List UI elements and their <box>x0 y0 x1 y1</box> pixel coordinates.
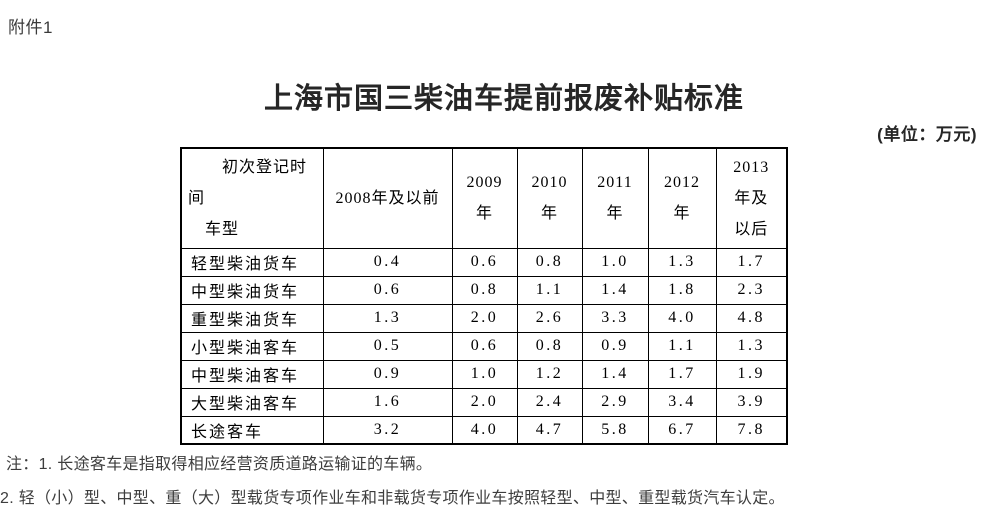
table-row: 小型柴油客车 0.5 0.6 0.8 0.9 1.1 1.3 <box>180 331 788 361</box>
note-line: 注：1. 长途客车是指取得相应经营资质道路运输证的车辆。 <box>6 456 433 473</box>
subsidy-value-cell: 1.2 <box>516 359 583 389</box>
table-row: 中型柴油客车 0.9 1.0 1.2 1.4 1.7 1.9 <box>180 359 788 389</box>
vehicle-type-cell: 小型柴油客车 <box>180 331 324 361</box>
subsidy-table: 初次登记时 间 车型 2008年及以前 2009 年 2010 年 2011 年… <box>180 147 788 445</box>
subsidy-value-cell: 2.3 <box>715 275 788 305</box>
year-column-header-2009: 2009 年 <box>451 147 518 249</box>
year-column-header-2011: 2011 年 <box>581 147 649 249</box>
vehicle-type-cell: 中型柴油货车 <box>180 275 324 305</box>
subsidy-value-cell: 1.6 <box>322 387 453 417</box>
vehicle-type-cell: 轻型柴油货车 <box>180 247 324 277</box>
subsidy-value-cell: 1.0 <box>451 359 518 389</box>
subsidy-value-cell: 2.6 <box>516 303 583 333</box>
subsidy-value-cell: 0.8 <box>516 247 583 277</box>
unit-label: (单位：万元) <box>877 125 977 144</box>
subsidy-value-cell: 0.6 <box>322 275 453 305</box>
subsidy-value-cell: 1.1 <box>647 331 717 361</box>
table-row: 重型柴油货车 1.3 2.0 2.6 3.3 4.0 4.8 <box>180 303 788 333</box>
year-column-header-2012: 2012 年 <box>647 147 717 249</box>
subsidy-value-cell: 3.3 <box>581 303 649 333</box>
table-row: 轻型柴油货车 0.4 0.6 0.8 1.0 1.3 1.7 <box>180 247 788 277</box>
subsidy-value-cell: 0.8 <box>516 331 583 361</box>
subsidy-value-cell: 2.0 <box>451 387 518 417</box>
document-title: 上海市国三柴油车提前报废补贴标准 <box>263 83 744 115</box>
table-row: 中型柴油货车 0.6 0.8 1.1 1.4 1.8 2.3 <box>180 275 788 305</box>
vehicle-type-cell: 长途客车 <box>180 415 324 445</box>
subsidy-value-cell: 1.7 <box>715 247 788 277</box>
subsidy-value-cell: 1.3 <box>647 247 717 277</box>
subsidy-value-cell: 3.2 <box>322 415 453 445</box>
table-row: 长途客车 3.2 4.0 4.7 5.8 6.7 7.8 <box>180 415 788 445</box>
subsidy-value-cell: 1.7 <box>647 359 717 389</box>
subsidy-value-cell: 0.4 <box>322 247 453 277</box>
subsidy-value-cell: 4.8 <box>715 303 788 333</box>
table-corner-header: 初次登记时 间 车型 <box>180 147 324 249</box>
table-row: 大型柴油客车 1.6 2.0 2.4 2.9 3.4 3.9 <box>180 387 788 417</box>
subsidy-value-cell: 1.3 <box>715 331 788 361</box>
subsidy-value-cell: 6.7 <box>647 415 717 445</box>
table-header: 初次登记时 间 车型 2008年及以前 2009 年 2010 年 2011 年… <box>180 147 788 249</box>
subsidy-value-cell: 2.9 <box>581 387 649 417</box>
year-column-header-2008: 2008年及以前 <box>322 147 453 249</box>
vehicle-type-cell: 大型柴油客车 <box>180 387 324 417</box>
subsidy-value-cell: 1.0 <box>581 247 649 277</box>
subsidy-value-cell: 1.8 <box>647 275 717 305</box>
subsidy-value-cell: 1.1 <box>516 275 583 305</box>
vehicle-type-cell: 重型柴油货车 <box>180 303 324 333</box>
subsidy-value-cell: 0.6 <box>451 331 518 361</box>
subsidy-value-cell: 0.6 <box>451 247 518 277</box>
table-body: 轻型柴油货车 0.4 0.6 0.8 1.0 1.3 1.7 中型柴油货车 0.6 0.8 1.1 1… <box>180 247 788 445</box>
header-row: 初次登记时 间 车型 2008年及以前 2009 年 2010 年 2011 年… <box>180 147 788 249</box>
subsidy-value-cell: 0.9 <box>322 359 453 389</box>
subsidy-value-cell: 1.4 <box>581 275 649 305</box>
subsidy-value-cell: 4.7 <box>516 415 583 445</box>
subsidy-value-cell: 4.0 <box>647 303 717 333</box>
subsidy-value-cell: 3.9 <box>715 387 788 417</box>
subsidy-value-cell: 2.0 <box>451 303 518 333</box>
subsidy-value-cell: 1.3 <box>322 303 453 333</box>
note-line: 2. 轻（小）型、中型、重（大）型载货专项作业车和非载货专项作业车按照轻型、中型… <box>0 490 785 507</box>
subsidy-value-cell: 3.4 <box>647 387 717 417</box>
subsidy-value-cell: 1.9 <box>715 359 788 389</box>
subsidy-value-cell: 1.4 <box>581 359 649 389</box>
subsidy-value-cell: 0.8 <box>451 275 518 305</box>
subsidy-value-cell: 4.0 <box>451 415 518 445</box>
subsidy-value-cell: 5.8 <box>581 415 649 445</box>
subsidy-value-cell: 0.9 <box>581 331 649 361</box>
subsidy-value-cell: 7.8 <box>715 415 788 445</box>
subsidy-value-cell: 0.5 <box>322 331 453 361</box>
subsidy-value-cell: 2.4 <box>516 387 583 417</box>
attachment-label: 附件1 <box>8 18 53 37</box>
year-column-header-2010: 2010 年 <box>516 147 583 249</box>
vehicle-type-cell: 中型柴油客车 <box>180 359 324 389</box>
year-column-header-2013: 2013 年及 以后 <box>715 147 788 249</box>
